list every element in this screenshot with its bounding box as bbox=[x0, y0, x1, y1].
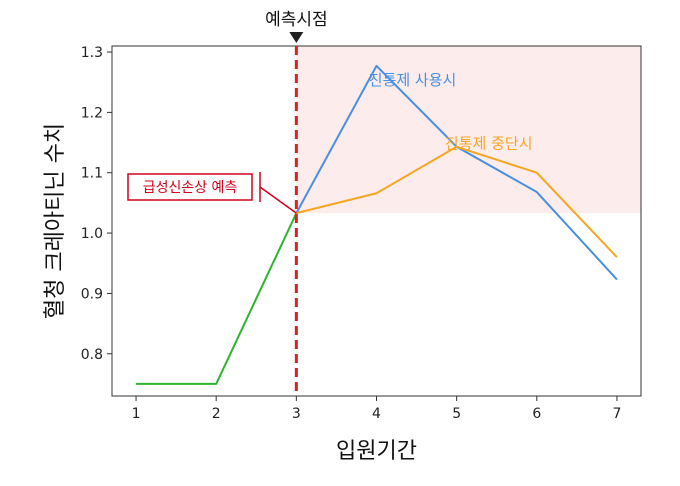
series-label-continue: 진통제 사용시 bbox=[369, 71, 457, 89]
annotation-leader bbox=[259, 186, 297, 214]
prediction-point-label: 예측시점 bbox=[265, 10, 328, 30]
y-tick-label: 1.3 bbox=[81, 45, 103, 61]
y-tick-label: 0.9 bbox=[81, 286, 103, 302]
x-axis-title: 입원기간 bbox=[336, 439, 417, 464]
x-tick-label: 4 bbox=[372, 406, 381, 422]
series-label-stop: 진통제 중단시 bbox=[445, 135, 533, 153]
prediction-shaded-region bbox=[296, 46, 641, 214]
x-tick-label: 2 bbox=[212, 406, 221, 422]
annotation-box bbox=[127, 173, 253, 201]
y-tick-label: 1.2 bbox=[81, 105, 103, 121]
x-tick-label: 6 bbox=[532, 406, 541, 422]
series-line-baseline bbox=[136, 212, 298, 385]
x-tick-label: 1 bbox=[132, 406, 141, 422]
annotation-label: 급성신손상 예측 bbox=[143, 180, 238, 196]
series-line-stop bbox=[296, 145, 618, 258]
y-tick-label: 1.1 bbox=[81, 166, 103, 182]
x-tick-label: 5 bbox=[452, 406, 461, 422]
x-tick-label: 3 bbox=[292, 406, 301, 422]
y-axis-title: 혈청 크레아티닌 수치 bbox=[43, 123, 68, 319]
y-tick-label: 0.8 bbox=[81, 347, 103, 363]
x-tick-label: 7 bbox=[612, 406, 621, 422]
prediction-marker-triangle bbox=[289, 32, 304, 43]
y-tick-label: 1.0 bbox=[81, 226, 103, 242]
